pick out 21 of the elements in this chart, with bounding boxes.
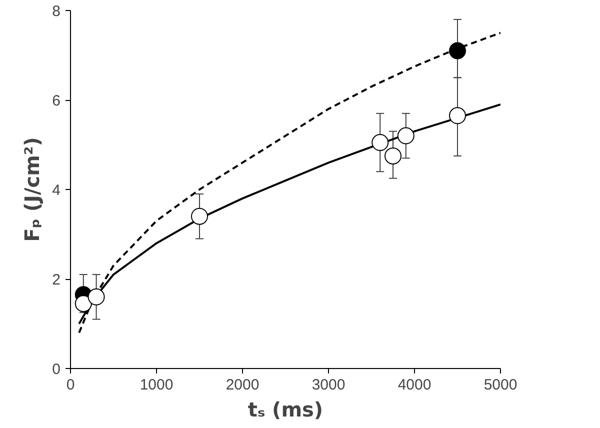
x-axis-title: tₛ (ms) [248,398,324,422]
y-tick-label: 6 [52,92,60,110]
y-tick-label: 8 [52,3,60,20]
y-tick-label: 4 [52,182,60,199]
point [397,127,414,144]
x-tick-label: 3000 [312,376,346,394]
x-tick-label: 5000 [484,376,518,394]
point [372,134,389,151]
y-tick-label: 0 [52,361,60,378]
point [384,147,402,164]
y-axis-title: Fₚ (J/cm²) [20,137,44,242]
point [74,295,92,312]
x-tick-label: 4000 [398,376,432,394]
point [191,208,208,225]
point [449,42,466,60]
x-tick-label: 2000 [226,376,260,394]
point [449,107,466,124]
x-tick-label: 0 [66,376,75,394]
y-tick-label: 2 [52,272,60,288]
point [88,288,105,306]
x-tick-label: 1000 [140,376,174,394]
